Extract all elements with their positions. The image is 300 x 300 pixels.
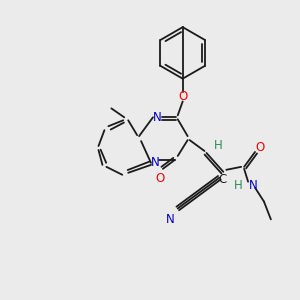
Text: N: N [153, 111, 161, 124]
Text: N: N [151, 156, 159, 170]
Text: H: H [234, 179, 243, 192]
Text: N: N [249, 179, 257, 192]
Text: C: C [218, 173, 226, 186]
Text: O: O [178, 90, 187, 103]
Text: O: O [255, 140, 265, 154]
Text: O: O [155, 172, 164, 185]
Text: H: H [214, 139, 223, 152]
Text: N: N [165, 213, 174, 226]
